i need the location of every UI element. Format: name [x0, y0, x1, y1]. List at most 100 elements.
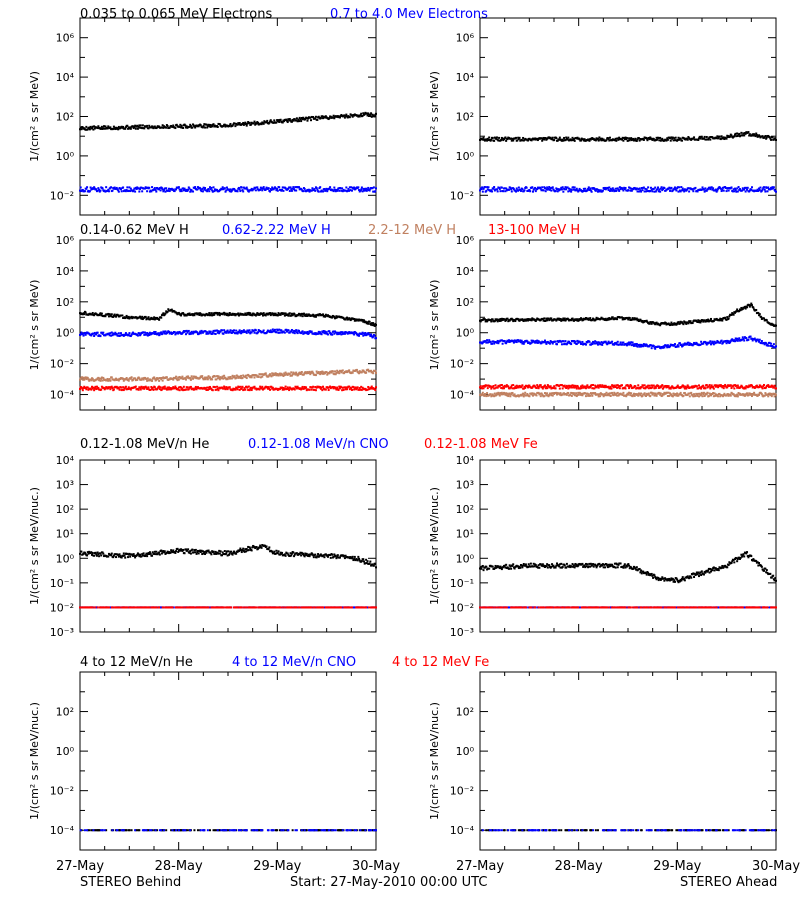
data-point [502, 190, 504, 192]
data-point [775, 394, 777, 396]
data-point [151, 380, 153, 382]
data-point [605, 139, 607, 141]
data-point [146, 190, 148, 192]
data-point [514, 393, 516, 395]
data-point [775, 139, 777, 141]
data-point [730, 186, 732, 188]
data-point [329, 186, 331, 188]
data-point [654, 348, 656, 350]
data-point [740, 132, 742, 134]
data-point [194, 186, 196, 188]
data-point [351, 190, 353, 192]
data-point [148, 187, 150, 189]
data-point [105, 186, 107, 188]
plot-frame [480, 18, 776, 215]
data-point [589, 317, 591, 319]
data-point [97, 332, 99, 334]
y-tick-label: 10⁻⁴ [50, 389, 75, 402]
data-point [268, 386, 270, 388]
data-point [185, 389, 187, 391]
data-point [290, 371, 292, 373]
data-point [312, 386, 314, 388]
data-point [541, 186, 543, 188]
data-point [770, 139, 772, 141]
data-point [164, 386, 166, 388]
data-point [261, 376, 263, 378]
data-point [497, 342, 499, 344]
data-point [605, 392, 607, 394]
data-point [617, 392, 619, 394]
data-point [121, 190, 123, 192]
data-point [692, 190, 694, 192]
data-point [121, 314, 123, 316]
data-point [111, 190, 113, 192]
data-point [342, 369, 344, 371]
y-tick-label: 10² [56, 111, 74, 124]
data-point [120, 332, 122, 334]
series-red [79, 386, 377, 392]
data-point [328, 389, 330, 391]
data-point [165, 187, 167, 189]
data-point [747, 187, 749, 189]
data-point [622, 392, 624, 394]
data-point [142, 124, 144, 126]
data-point [322, 386, 324, 388]
data-point [211, 378, 213, 380]
data-point [234, 389, 236, 391]
data-point [482, 392, 484, 394]
data-point [122, 186, 124, 188]
y-axis-label: 1/(cm² s sr MeV) [428, 280, 441, 371]
data-point [643, 139, 645, 141]
data-point [639, 187, 641, 189]
data-point [589, 395, 591, 397]
data-point [667, 139, 669, 141]
data-point [775, 325, 777, 327]
data-point [372, 322, 374, 324]
data-point [690, 320, 692, 322]
data-point [615, 190, 617, 192]
data-point [543, 317, 545, 319]
legend-label: 4 to 12 MeV/n He [80, 655, 193, 670]
data-point [483, 137, 485, 139]
series-black [479, 303, 777, 327]
data-point [491, 343, 493, 345]
data-point [326, 190, 328, 192]
data-point [295, 190, 297, 192]
data-point [148, 386, 150, 388]
data-point [774, 137, 776, 139]
data-point [492, 137, 494, 139]
data-point [706, 136, 708, 138]
data-point [375, 386, 377, 388]
data-point [728, 318, 730, 320]
data-point [246, 187, 248, 189]
data-point [304, 188, 306, 190]
data-point [694, 395, 696, 397]
data-point [306, 120, 308, 122]
data-point [540, 395, 542, 397]
y-tick-label: 10² [456, 111, 474, 124]
data-point [302, 386, 304, 388]
data-point [637, 395, 639, 397]
data-point [135, 386, 137, 388]
data-point [180, 314, 182, 316]
data-point [375, 113, 377, 115]
data-point [753, 392, 755, 394]
data-point [302, 190, 304, 192]
data-point [572, 318, 574, 320]
data-point [773, 186, 775, 188]
data-point [364, 332, 366, 334]
y-tick-label: 10⁶ [456, 32, 475, 45]
data-point [249, 329, 251, 331]
data-point [751, 186, 753, 188]
data-point [616, 318, 618, 320]
data-point [102, 187, 104, 189]
data-point [733, 314, 735, 316]
data-point [311, 187, 313, 189]
data-point [591, 191, 593, 193]
data-point [248, 386, 250, 388]
data-point [302, 315, 304, 317]
data-point [375, 337, 377, 339]
data-point [256, 186, 258, 188]
data-point [726, 190, 728, 192]
